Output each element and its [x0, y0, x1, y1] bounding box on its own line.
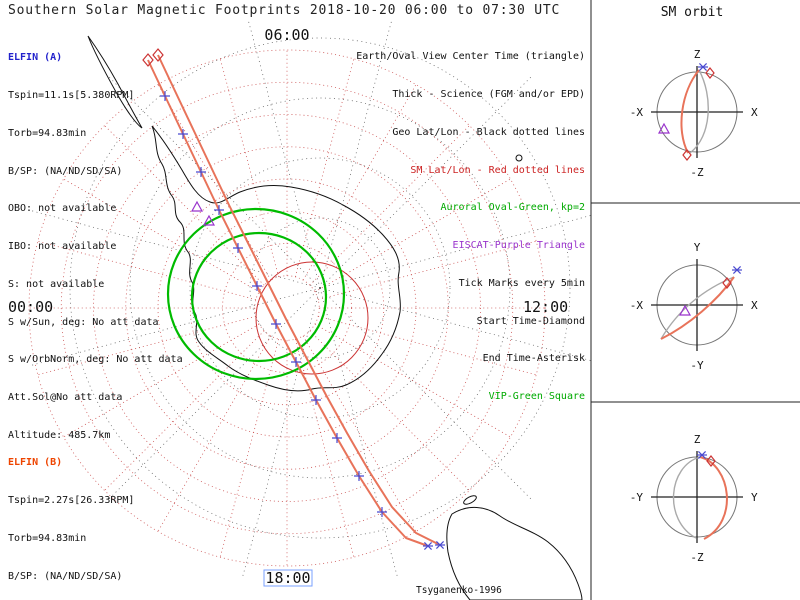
orbit-trace [699, 456, 728, 540]
info-line: B/SP: (NA/ND/SD/SA) [8, 570, 123, 582]
plot-legend: Earth/Oval View Center Time (triangle) T… [356, 26, 585, 429]
track-markers [142, 48, 445, 551]
axis-label-z: Z [694, 48, 701, 61]
axis-label-z: Z [694, 433, 701, 446]
sm-orbit-panel-yx: Y -X X -Y [630, 241, 758, 372]
info-line: Torb=94.83min [8, 532, 87, 544]
mlt-label-1800: 18:00 [265, 569, 310, 587]
elfin-b-label: ELFIN (B) [8, 457, 63, 469]
info-line: Tspin=2.27s[26.33RPM] [8, 494, 135, 506]
axis-label-y: Y [751, 491, 758, 504]
island-outline [515, 154, 523, 162]
end-asterisk-marker [697, 450, 707, 460]
info-line: Torb=94.83min [8, 127, 87, 139]
elfin-b-info: ELFIN (B) Tspin=2.27s[26.33RPM] Torb=94.… [8, 432, 183, 600]
info-line: Att.Sol@No att data [8, 392, 123, 404]
coastlines [87, 35, 583, 600]
start-diamond-marker [705, 67, 715, 79]
start-diamond-marker [722, 277, 732, 289]
info-line: S w/Sun, deg: No att data [8, 316, 159, 328]
axis-label-neg-y: -Y [630, 491, 644, 504]
page-title: Southern Solar Magnetic Footprints 2018-… [8, 3, 561, 18]
center-time-triangle-marker [678, 304, 692, 316]
sm-orbit-panel-zx: Z -X X -Z [630, 48, 758, 179]
mlt-label-1800-highlight-box [263, 569, 313, 587]
sm-lat-solid-circle [255, 261, 369, 375]
start-diamond-marker [142, 53, 154, 67]
legend-line: End Time-Asterisk [482, 353, 585, 365]
info-line: S w/OrbNorm, deg: No att data [8, 354, 183, 366]
sm-orbit-panel-zy: Z -Y Y -Z [630, 433, 758, 564]
legend-line: Geo Lat/Lon - Black dotted lines [392, 126, 585, 138]
orbit-trace-far [689, 69, 709, 154]
axis-label-neg-z: -Z [690, 166, 704, 179]
end-asterisk-marker [423, 541, 433, 551]
axis-label-y: Y [694, 241, 701, 254]
legend-line: EISCAT-Purple Triangle [452, 240, 585, 252]
south-america-tip-outline [87, 35, 143, 129]
legend-line: Earth/Oval View Center Time (triangle) [356, 51, 585, 63]
eiscat-triangle-marker [190, 200, 204, 212]
mlt-clock-labels: 06:00 12:00 18:00 00:00 [8, 26, 568, 587]
info-line: B/SP: (NA/ND/SD/SA) [8, 165, 123, 177]
legend-line: SM Lat/Lon - Red dotted lines [410, 164, 585, 176]
axis-label-neg-x: -X [630, 299, 644, 312]
legend-line: Auroral Oval-Green, kp=2 [440, 202, 586, 214]
orbit-trace-far [672, 456, 701, 539]
legend-line: VIP-Green Square [488, 391, 585, 403]
legend-line: Start Time-Diamond [476, 315, 585, 327]
mlt-label-0000: 00:00 [8, 298, 53, 316]
center-time-triangle-marker [657, 122, 671, 134]
antarctica-outline [151, 125, 401, 392]
info-line: Tspin=11.1s[5.380RPM] [8, 89, 135, 101]
sm-orbit-title: SM orbit [661, 5, 724, 20]
model-label: Tsyganenko-1996 [416, 585, 502, 596]
orbit-trace [660, 276, 735, 340]
end-asterisk-marker [698, 62, 708, 72]
end-asterisk-marker [435, 540, 445, 550]
elfin-a-info: ELFIN (A) Tspin=11.1s[5.380RPM] Torb=94.… [8, 27, 183, 468]
axis-label-x: X [751, 299, 758, 312]
panel-dividers [590, 0, 800, 600]
mlt-label-1200: 12:00 [523, 298, 568, 316]
start-diamond-marker [152, 48, 164, 62]
geo-latlon-grid [30, 20, 591, 578]
end-asterisk-marker [732, 265, 742, 275]
plot-footer: Tsyganenko-1996 Created: Sun Jan 29 08:4… [416, 560, 605, 600]
island-outline [463, 495, 477, 505]
info-line: OBO: not available [8, 203, 117, 215]
axis-label-x: X [751, 106, 758, 119]
legend-line: Thick - Science (FGM and/or EPD) [392, 88, 585, 100]
info-line: Altitude: 485.7km [8, 430, 111, 441]
axis-label-neg-z: -Z [690, 551, 704, 564]
axis-label-neg-y: -Y [690, 359, 704, 372]
diamond-marker [682, 149, 692, 161]
australia-outline [446, 507, 583, 600]
legend-line: Tick Marks every 5min [458, 277, 585, 289]
orbit-trace [680, 69, 700, 154]
eiscat-triangle-marker [202, 214, 216, 226]
sm-latlon-grid [28, 49, 546, 567]
info-line: IBO: not available [8, 241, 117, 253]
axis-label-neg-x: -X [630, 106, 644, 119]
mlt-label-0600: 06:00 [264, 26, 309, 44]
elfin-a-label: ELFIN (A) [8, 52, 63, 64]
footprint-tracks [147, 54, 441, 547]
start-diamond-marker [706, 455, 716, 467]
info-line: S: not available [8, 278, 105, 290]
auroral-oval [166, 207, 346, 381]
